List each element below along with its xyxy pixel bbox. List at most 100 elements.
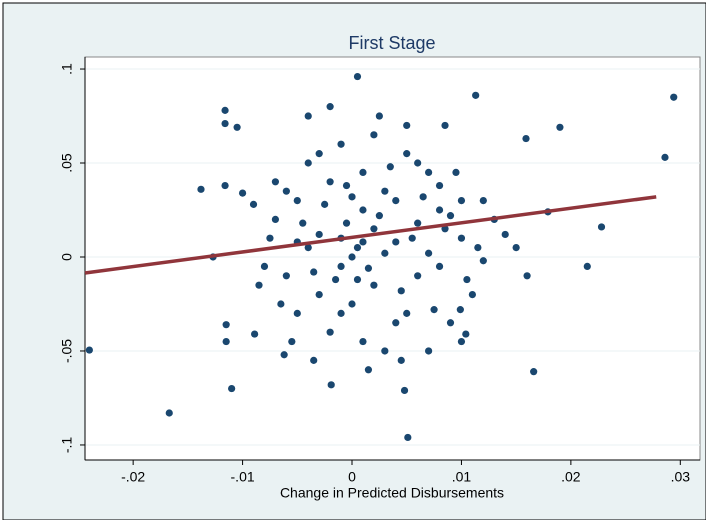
point bbox=[425, 347, 433, 355]
x-tick-label: .01 bbox=[452, 469, 472, 485]
point bbox=[430, 306, 438, 314]
point bbox=[348, 300, 356, 308]
point bbox=[457, 337, 466, 346]
point bbox=[327, 381, 335, 389]
chart-title: First Stage bbox=[348, 33, 435, 53]
point bbox=[280, 351, 288, 359]
point bbox=[315, 230, 323, 239]
point bbox=[233, 123, 241, 131]
point bbox=[441, 121, 449, 130]
point bbox=[271, 215, 280, 224]
point bbox=[397, 356, 405, 364]
point bbox=[221, 181, 229, 190]
point bbox=[228, 384, 236, 393]
point bbox=[310, 268, 318, 276]
point bbox=[315, 150, 323, 158]
point bbox=[364, 264, 373, 272]
point bbox=[249, 200, 258, 208]
x-tick-label: -.01 bbox=[231, 469, 255, 485]
point bbox=[282, 272, 290, 280]
point bbox=[221, 119, 229, 128]
point bbox=[271, 178, 280, 186]
point bbox=[326, 178, 334, 186]
point bbox=[337, 262, 345, 270]
point bbox=[457, 234, 466, 242]
point bbox=[299, 219, 307, 227]
point bbox=[85, 346, 93, 354]
point bbox=[435, 262, 444, 270]
point bbox=[359, 206, 367, 214]
point bbox=[425, 249, 433, 257]
point bbox=[293, 309, 301, 317]
point bbox=[435, 206, 444, 214]
y-tick-label: -.1 bbox=[59, 437, 75, 454]
y-tick-label: -.05 bbox=[59, 339, 75, 363]
x-tick-label: .02 bbox=[561, 469, 581, 485]
x-tick-label: .03 bbox=[671, 469, 691, 485]
point bbox=[342, 181, 351, 190]
point bbox=[222, 321, 230, 329]
point bbox=[419, 193, 427, 201]
point bbox=[403, 150, 411, 158]
point bbox=[381, 249, 389, 257]
point bbox=[468, 290, 476, 299]
point bbox=[238, 189, 247, 197]
point bbox=[522, 134, 530, 143]
point bbox=[326, 103, 334, 111]
point bbox=[353, 243, 362, 252]
point bbox=[530, 368, 538, 376]
point bbox=[414, 219, 422, 227]
point bbox=[392, 197, 400, 205]
point bbox=[446, 319, 455, 327]
point bbox=[523, 272, 531, 280]
point bbox=[462, 330, 470, 338]
point bbox=[359, 337, 367, 346]
point bbox=[397, 287, 405, 295]
point bbox=[304, 112, 312, 120]
plot-region bbox=[84, 56, 701, 461]
point bbox=[392, 319, 400, 327]
point bbox=[197, 185, 205, 193]
point bbox=[472, 91, 480, 99]
point bbox=[381, 187, 389, 195]
point bbox=[326, 328, 334, 336]
point bbox=[375, 112, 383, 120]
point bbox=[342, 219, 351, 227]
point bbox=[670, 93, 678, 101]
y-tick-label: .1 bbox=[59, 63, 75, 75]
point bbox=[479, 197, 487, 205]
point bbox=[479, 257, 487, 265]
point bbox=[392, 238, 400, 246]
point bbox=[255, 281, 263, 289]
point bbox=[414, 159, 422, 167]
point bbox=[266, 234, 274, 242]
point bbox=[457, 197, 466, 205]
point bbox=[446, 212, 455, 220]
point bbox=[441, 225, 449, 233]
point bbox=[425, 168, 433, 177]
point bbox=[501, 230, 509, 239]
point bbox=[474, 243, 482, 252]
point bbox=[375, 212, 383, 220]
point bbox=[661, 153, 669, 161]
point bbox=[260, 262, 269, 270]
point bbox=[408, 234, 416, 242]
x-axis-title: Change in Predicted Disbursements bbox=[280, 485, 504, 501]
point bbox=[386, 163, 394, 171]
point bbox=[288, 337, 296, 346]
y-tick-label: .05 bbox=[59, 153, 75, 173]
y-tick-label: 0 bbox=[59, 253, 75, 261]
point bbox=[353, 72, 362, 81]
point bbox=[359, 238, 367, 246]
point bbox=[348, 193, 356, 201]
fit-line bbox=[84, 195, 657, 275]
point bbox=[304, 243, 312, 252]
point bbox=[583, 262, 591, 270]
point bbox=[597, 223, 606, 231]
point bbox=[556, 123, 564, 131]
point bbox=[370, 225, 378, 233]
point bbox=[337, 140, 345, 148]
point bbox=[370, 131, 378, 139]
point bbox=[463, 275, 471, 284]
